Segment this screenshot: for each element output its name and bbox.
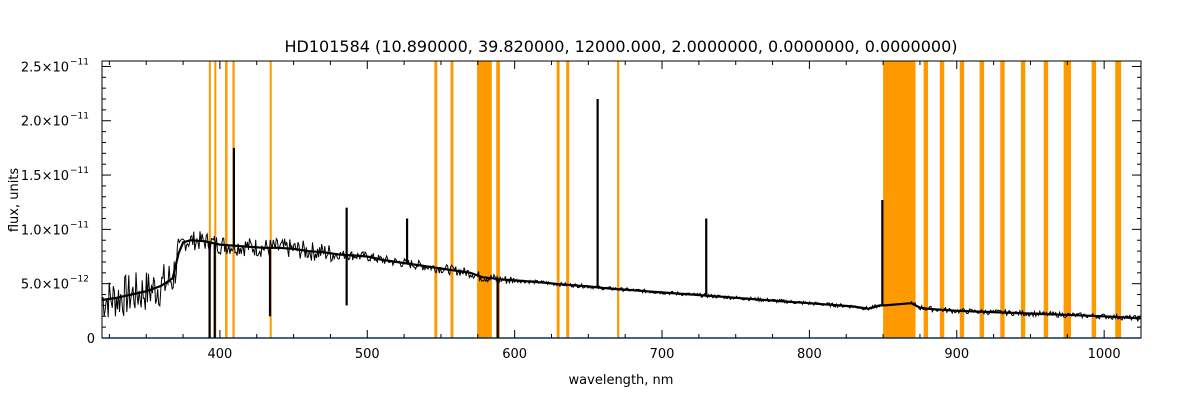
x-tick-label: 600 xyxy=(502,347,527,362)
masked-band-16 xyxy=(979,61,985,338)
masked-band-20 xyxy=(1063,61,1071,338)
y-tick-exponent: −11 xyxy=(70,57,89,67)
masked-band-17 xyxy=(1000,61,1005,338)
y-tick-label: 5.0×10 xyxy=(21,278,69,293)
masked-band-11 xyxy=(617,61,620,338)
masked-band-10 xyxy=(566,61,570,338)
series-noise-blue xyxy=(101,231,881,318)
x-axis-label: wavelength, nm xyxy=(569,373,674,388)
x-tick-label: 400 xyxy=(207,347,232,362)
data-series xyxy=(101,99,1142,339)
masked-band-2 xyxy=(225,61,228,338)
masked-band-14 xyxy=(939,61,945,338)
x-tick-label: 1000 xyxy=(1088,347,1121,362)
masked-band-4 xyxy=(269,61,272,338)
x-tick-label: 800 xyxy=(797,347,822,362)
chart-title: HD101584 (10.890000, 39.820000, 12000.00… xyxy=(285,37,958,56)
masked-band-9 xyxy=(556,61,560,338)
masked-band-13 xyxy=(923,61,929,338)
masked-band-6 xyxy=(450,61,454,338)
masked-band-21 xyxy=(1091,61,1097,338)
masked-band-19 xyxy=(1043,61,1049,338)
y-axis-label: flux, units xyxy=(7,168,22,233)
x-tick-label: 700 xyxy=(650,347,675,362)
masked-band-7 xyxy=(477,61,492,338)
y-tick-label: 1.0×10 xyxy=(21,223,69,238)
masked-band-1 xyxy=(214,61,217,338)
y-tick-exponent: −11 xyxy=(70,166,89,176)
masked-band-22 xyxy=(1115,61,1122,338)
masked-band-15 xyxy=(959,61,965,338)
series-noise-red xyxy=(910,300,1141,323)
masked-band-18 xyxy=(1020,61,1026,338)
x-tick-label: 900 xyxy=(944,347,969,362)
y-tick-label: 0 xyxy=(87,332,95,347)
y-tick-label: 2.5×10 xyxy=(21,60,69,75)
series-line-0 xyxy=(101,239,1142,320)
masked-band-12 xyxy=(883,61,916,338)
masked-band-0 xyxy=(208,61,211,338)
y-axis: 05.0×10 −121.0×10 −111.5×10 −112.0×10 −112.5… xyxy=(21,57,1141,347)
masked-band-8 xyxy=(496,61,500,338)
x-tick-label: 500 xyxy=(355,347,380,362)
y-tick-exponent: −11 xyxy=(70,112,89,122)
y-tick-label: 1.5×10 xyxy=(21,169,69,184)
masked-band-5 xyxy=(434,61,438,338)
plot-frame xyxy=(101,60,1142,339)
y-tick-label: 2.0×10 xyxy=(21,115,69,130)
y-tick-exponent: −11 xyxy=(70,220,89,230)
y-tick-exponent: −12 xyxy=(70,275,89,285)
masked-bands xyxy=(208,61,1122,338)
x-axis: 400 500 600 700 800 900 1000 xyxy=(108,61,1142,362)
